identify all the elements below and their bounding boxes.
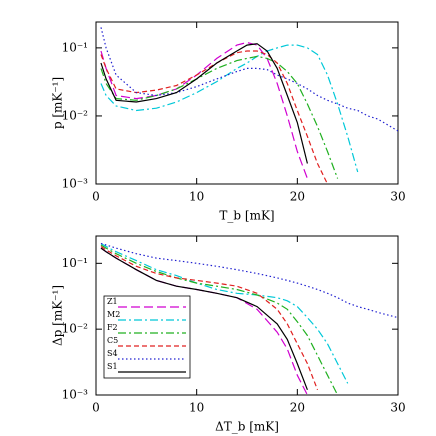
legend-label: M2: [107, 310, 120, 319]
plot-frame: [95, 21, 399, 185]
legend-label: C5: [107, 336, 118, 345]
series-line: [100, 242, 398, 319]
series-line: [100, 246, 319, 391]
x-tick-label: 30: [390, 190, 405, 204]
x-tick-label: 0: [92, 190, 100, 204]
legend: Z1 M2 F2 C5 S4 S1: [103, 295, 191, 379]
x-tick-label: 30: [390, 401, 405, 415]
y-tick-label: 10⁻¹: [62, 256, 88, 270]
legend-label: S4: [107, 349, 118, 358]
series-line: [100, 244, 339, 395]
y-axis-label: Δp [mK⁻¹]: [51, 285, 65, 346]
y-tick-label: 10⁻¹: [62, 40, 88, 54]
legend-label: Z1: [107, 297, 118, 306]
x-axis-label: T_b [mK]: [219, 209, 274, 223]
y-tick-label: 10⁻²: [62, 322, 89, 336]
legend-label: S1: [107, 362, 118, 371]
series-line: [100, 41, 308, 179]
x-tick-label: 20: [290, 401, 305, 415]
x-tick-label: 10: [189, 401, 204, 415]
x-tick-label: 10: [189, 190, 204, 204]
y-tick-label: 10⁻³: [62, 388, 89, 402]
x-tick-label: 0: [92, 401, 100, 415]
series-line: [100, 43, 308, 164]
series-line: [100, 55, 339, 179]
x-tick-label: 20: [290, 190, 305, 204]
series-line: [100, 242, 349, 384]
legend-label: F2: [107, 323, 118, 332]
plot-frame: [95, 235, 399, 396]
series-line: [100, 247, 308, 391]
y-tick-label: 10⁻³: [62, 177, 89, 191]
y-axis-label: p [mK⁻¹]: [51, 77, 65, 129]
series-line: [100, 50, 329, 184]
x-axis-label: ΔT_b [mK]: [215, 420, 279, 434]
series-line: [100, 44, 359, 173]
legend-box: [103, 295, 191, 379]
y-tick-label: 10⁻²: [62, 108, 89, 122]
